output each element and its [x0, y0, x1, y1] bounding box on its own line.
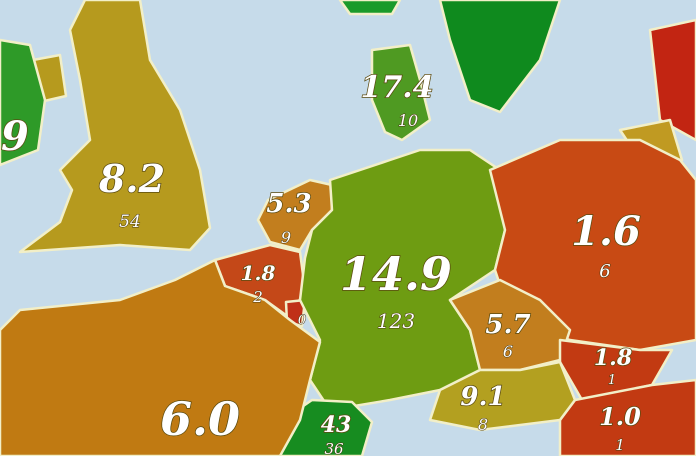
- belgium-count-label: 2: [252, 288, 263, 306]
- netherlands-count-label: 9: [281, 228, 291, 247]
- uk-value-label: 8.2: [98, 156, 165, 201]
- czechia-count-label: 6: [503, 342, 513, 361]
- france-region: [0, 258, 322, 456]
- france-value-label: 6.0: [160, 392, 240, 446]
- austria-region: [428, 360, 577, 432]
- netherlands-value-label: 5.3: [266, 189, 311, 219]
- slovakia-count-label: 1: [608, 373, 616, 388]
- belgium-value-label: 1.8: [241, 261, 276, 285]
- uk-count-label: 54: [119, 212, 141, 232]
- poland-value-label: 1.6: [571, 208, 641, 255]
- denmark-region: [370, 43, 432, 142]
- denmark-count-label: 10: [398, 111, 418, 130]
- ireland-region: [0, 38, 47, 167]
- czechia-value-label: 5.7: [485, 310, 530, 340]
- slovakia-value-label: 1.8: [594, 345, 632, 371]
- uk-region: [18, 0, 212, 254]
- sweden-region: [438, 0, 562, 114]
- ireland-value-label: .9: [0, 113, 29, 160]
- austria-value-label: 9.1: [460, 382, 505, 412]
- hungary-count-label: 1: [615, 436, 625, 454]
- denmark-value-label: 17.4: [360, 70, 433, 105]
- switzerland-region: [278, 398, 374, 456]
- germany-value-label: 14.9: [340, 247, 452, 301]
- germany-count-label: 123: [377, 309, 415, 333]
- switzerland-value-label: 43: [321, 412, 352, 438]
- norway-region: [338, 0, 402, 16]
- luxembourg-count-label: 0: [298, 313, 306, 328]
- baltic-east-region: [648, 18, 696, 142]
- austria-count-label: 8: [478, 415, 488, 434]
- switzerland-count-label: 36: [324, 440, 344, 456]
- poland-count-label: 6: [599, 261, 610, 282]
- hungary-value-label: 1.0: [599, 402, 641, 431]
